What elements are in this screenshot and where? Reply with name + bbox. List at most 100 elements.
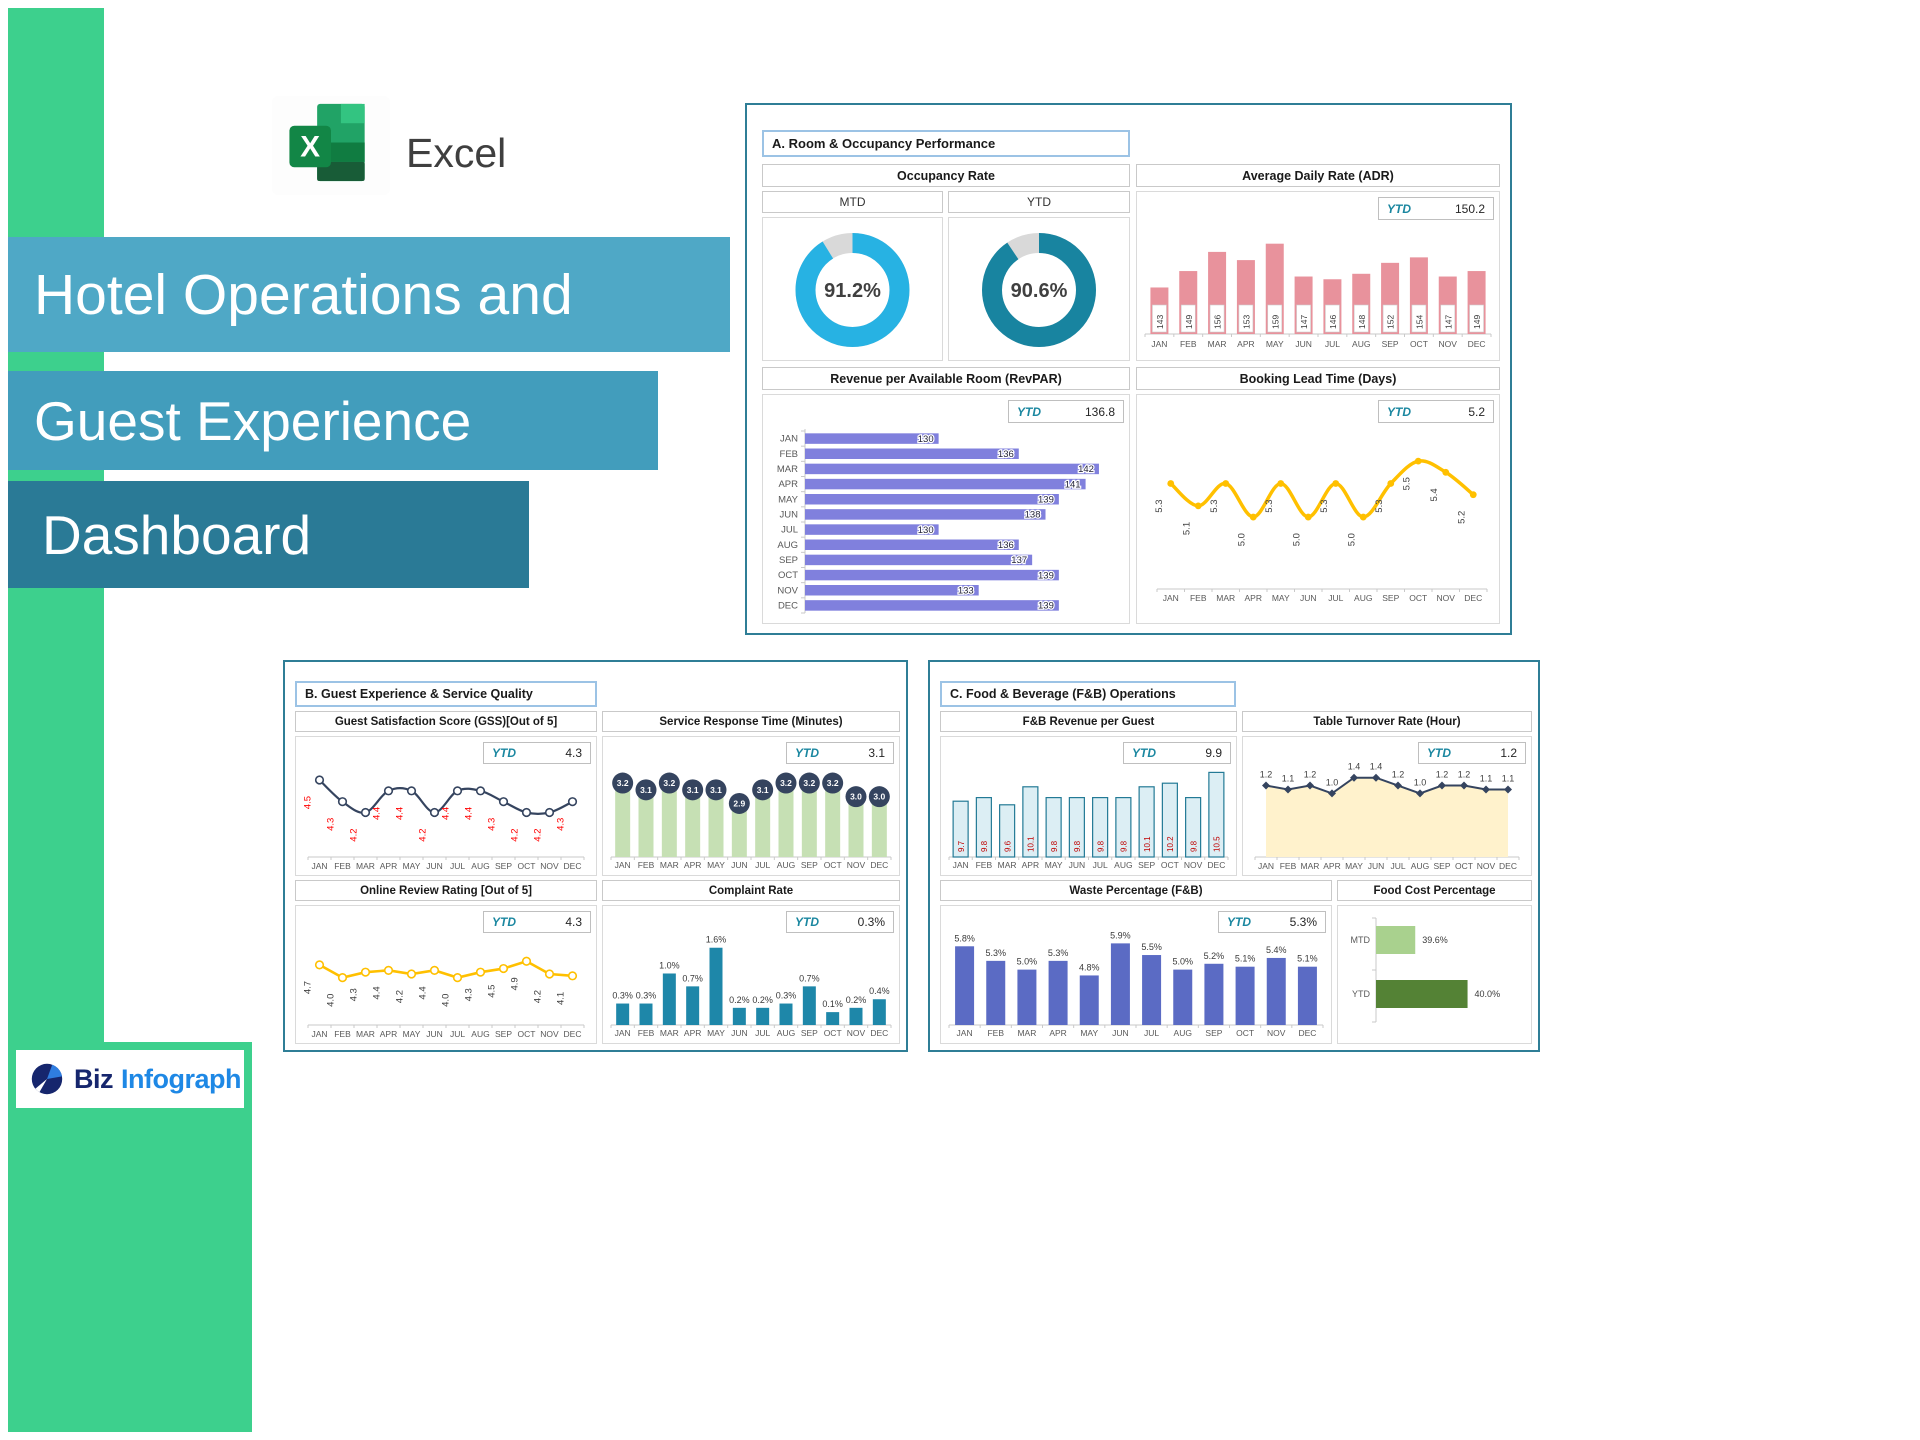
svg-text:APR: APR	[1022, 860, 1039, 870]
svg-text:4.2: 4.2	[533, 990, 544, 1003]
section-a-title: A. Room & Occupancy Performance	[762, 130, 1130, 157]
svg-text:FEB: FEB	[638, 860, 655, 870]
svg-text:MAR: MAR	[660, 860, 679, 870]
revpar-chart-box: YTD 136.8 JAN 130 FEB 136 MAR 142 APR 141 MAY 139…	[762, 394, 1130, 624]
svg-text:APR: APR	[1245, 593, 1262, 603]
adr-bar-chart: 143 JAN 149 FEB 156 MAR 153 APR 159 MAY 147 JUN 146 J…	[1137, 192, 1499, 360]
complaint-chart-box: YTD 0.3% 0.3% JAN 0.3% FEB 1.0% MAR 0.7% APR 1.6…	[602, 905, 900, 1044]
svg-text:152: 152	[1386, 315, 1396, 329]
fnb-revenue-chart-box: YTD 9.9 9.7 JAN 9.8 FEB 9.6 MAR 10.1 APR 9.8 MAY 9…	[940, 736, 1237, 876]
svg-text:NOV: NOV	[1439, 339, 1458, 349]
svg-text:4.3: 4.3	[487, 818, 498, 831]
svg-text:138: 138	[1025, 510, 1041, 521]
svg-text:90.6%: 90.6%	[1011, 280, 1068, 302]
svg-text:JUN: JUN	[731, 1028, 748, 1038]
svg-text:JUN: JUN	[1069, 860, 1086, 870]
excel-label: Excel	[406, 130, 507, 176]
svg-text:MAY: MAY	[707, 1028, 725, 1038]
svg-text:3.2: 3.2	[780, 778, 792, 788]
svg-text:MAR: MAR	[1017, 1028, 1036, 1038]
svg-text:1.2: 1.2	[1260, 770, 1273, 780]
svg-text:4.2: 4.2	[395, 990, 406, 1003]
logo-text-infograph: Infograph	[121, 1063, 241, 1094]
orr-chart-box: YTD 4.3 4.7 JAN 4.0 FEB 4.3 MAR 4.4 APR 4.2 MAY 4.…	[295, 905, 597, 1044]
food-cost-bar-chart: MTD 39.6% YTD 40.0%	[1338, 906, 1531, 1043]
occupancy-ytd-donut-chart: 90.6%	[949, 218, 1129, 360]
svg-text:SEP: SEP	[1382, 339, 1399, 349]
svg-text:0.1%: 0.1%	[822, 999, 843, 1009]
svg-text:5.0: 5.0	[1236, 533, 1247, 546]
svg-text:5.8%: 5.8%	[954, 933, 975, 943]
waste-chart-box: YTD 5.3% 5.8% JAN 5.3% FEB 5.0% MAR 5.3% APR 4.8…	[940, 905, 1332, 1044]
svg-text:AUG: AUG	[471, 861, 489, 871]
svg-text:FEB: FEB	[638, 1028, 655, 1038]
svg-text:5.4%: 5.4%	[1266, 945, 1287, 955]
svg-text:AUG: AUG	[777, 1028, 795, 1038]
svg-text:146: 146	[1328, 315, 1338, 329]
svg-text:FEB: FEB	[334, 1029, 351, 1039]
svg-text:4.7: 4.7	[303, 981, 314, 994]
svg-text:4.5: 4.5	[487, 985, 498, 998]
svg-text:10.1: 10.1	[1143, 836, 1152, 852]
occupancy-rate-header: Occupancy Rate	[762, 164, 1130, 187]
svg-text:SEP: SEP	[495, 1029, 512, 1039]
svg-text:4.4: 4.4	[372, 807, 383, 820]
svg-text:JUL: JUL	[1144, 1028, 1159, 1038]
adr-chart-box: YTD 150.2 143 JAN 149 FEB 156 MAR 153 APR 159 MAY…	[1136, 191, 1500, 361]
svg-text:136: 136	[998, 449, 1014, 460]
svg-text:147: 147	[1443, 315, 1453, 329]
svg-text:X: X	[300, 130, 320, 163]
fnb-revenue-header: F&B Revenue per Guest	[940, 711, 1237, 732]
svg-text:JUL: JUL	[1390, 861, 1405, 871]
svg-text:JAN: JAN	[1163, 593, 1179, 603]
svg-text:1.4: 1.4	[1348, 762, 1361, 772]
lead-time-kpi-badge: YTD 5.2	[1378, 400, 1494, 423]
occupancy-ytd-donut-box: 90.6%	[948, 217, 1130, 361]
svg-text:DEC: DEC	[778, 600, 798, 611]
svg-text:MAR: MAR	[660, 1028, 679, 1038]
svg-text:FEB: FEB	[1180, 339, 1197, 349]
svg-text:149: 149	[1184, 315, 1194, 329]
svg-text:4.2: 4.2	[510, 829, 521, 842]
svg-text:FEB: FEB	[1190, 593, 1207, 603]
svg-text:130: 130	[918, 525, 934, 536]
svg-text:5.3: 5.3	[1264, 499, 1275, 512]
svg-text:9.8: 9.8	[1189, 840, 1198, 852]
svg-text:JAN: JAN	[1258, 861, 1274, 871]
svg-text:149: 149	[1472, 315, 1482, 329]
svg-text:141: 141	[1065, 479, 1081, 490]
svg-text:JAN: JAN	[957, 1028, 973, 1038]
svg-text:147: 147	[1299, 315, 1309, 329]
excel-icon: X	[289, 103, 365, 182]
svg-text:MAY: MAY	[707, 860, 725, 870]
orr-kpi-badge: YTD 4.3	[483, 911, 591, 933]
svg-text:APR: APR	[380, 1029, 397, 1039]
svg-text:AUG: AUG	[1352, 339, 1370, 349]
pie-chart-icon	[31, 1063, 63, 1095]
svg-text:3.0: 3.0	[850, 792, 862, 802]
table-turnover-header: Table Turnover Rate (Hour)	[1242, 711, 1532, 732]
svg-text:0.3%: 0.3%	[612, 991, 633, 1001]
svg-text:DEC: DEC	[1499, 861, 1517, 871]
orr-header: Online Review Rating [Out of 5]	[295, 880, 597, 901]
complaint-bar-chart: 0.3% JAN 0.3% FEB 1.0% MAR 0.7% APR 1.6% MAY 0.2% J…	[603, 906, 899, 1043]
svg-text:130: 130	[918, 434, 934, 445]
svg-text:AUG: AUG	[1354, 593, 1372, 603]
gss-line-chart: 4.5 JAN 4.3 FEB 4.2 MAR 4.4 APR 4.4 MAY 4.2 JUN 4.4 J…	[296, 737, 596, 875]
svg-text:APR: APR	[778, 479, 798, 490]
svg-text:JAN: JAN	[311, 861, 327, 871]
section-a-panel: A. Room & Occupancy Performance Occupanc…	[745, 103, 1512, 635]
svg-text:10.5: 10.5	[1213, 836, 1222, 852]
svg-text:MAR: MAR	[998, 860, 1017, 870]
lead-time-line-chart: 5.3 JAN 5.1 FEB 5.3 MAR 5.0 APR 5.3 MAY 5.0 JUN 5.3 J…	[1137, 395, 1499, 623]
title-line-2: Guest Experience	[8, 371, 658, 470]
svg-text:OCT: OCT	[518, 1029, 536, 1039]
svg-text:139: 139	[1038, 601, 1054, 612]
excel-logo-card: X	[272, 96, 390, 195]
svg-text:SEP: SEP	[495, 861, 512, 871]
svg-text:JUL: JUL	[1093, 860, 1108, 870]
adr-kpi-badge: YTD 150.2	[1378, 197, 1494, 220]
svg-text:3.1: 3.1	[757, 785, 769, 795]
section-b-title: B. Guest Experience & Service Quality	[295, 681, 597, 707]
svg-text:5.1%: 5.1%	[1297, 954, 1318, 964]
